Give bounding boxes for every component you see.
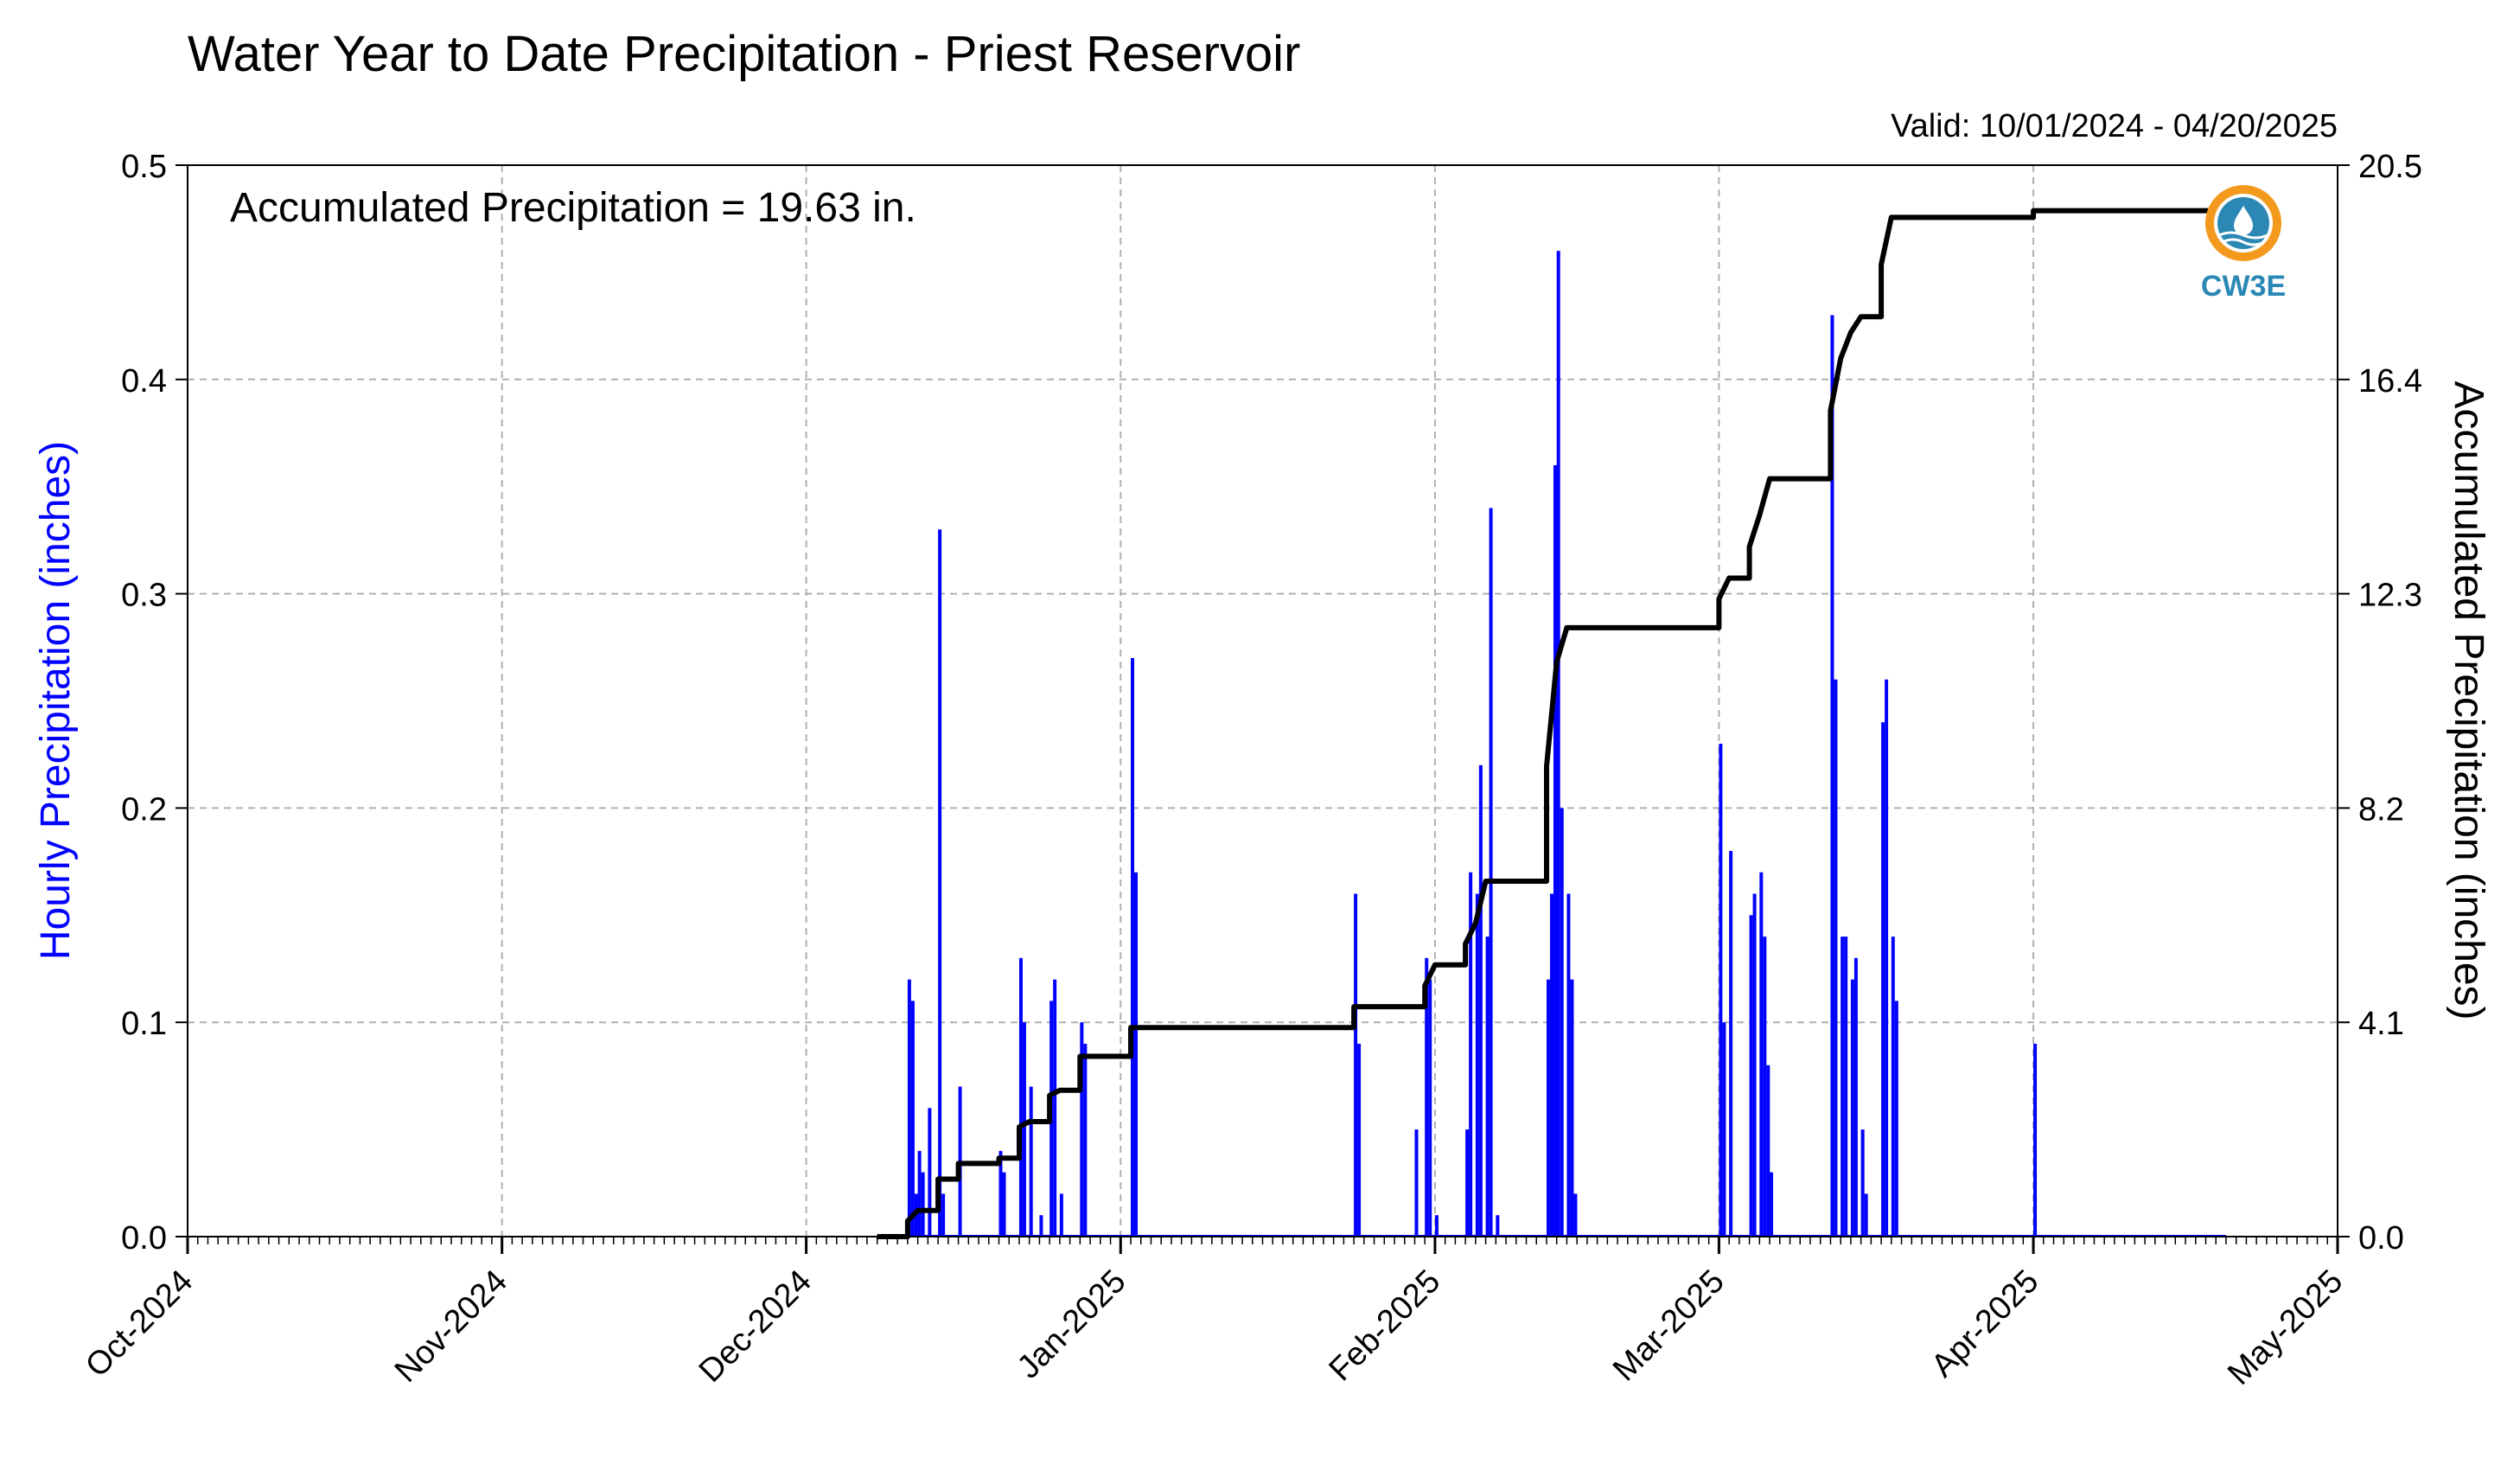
hourly-precip-bar: [1022, 1022, 1026, 1237]
hourly-precip-bar: [1425, 957, 1429, 1237]
hourly-precip-bar: [1573, 1193, 1578, 1237]
hourly-precip-bar: [1570, 979, 1574, 1237]
hourly-precip-bar: [1434, 1215, 1439, 1237]
valid-range: Valid: 10/01/2024 - 04/20/2025: [1891, 108, 2338, 144]
hourly-precip-bar: [1414, 1129, 1419, 1237]
hourly-precip-bar: [1053, 979, 1057, 1237]
hourly-precip-bar: [998, 1150, 1003, 1237]
hourly-precip-bar: [910, 1001, 915, 1237]
y-tick-label: 0.1: [121, 1006, 167, 1042]
hourly-precip-bar: [1133, 872, 1138, 1237]
hourly-precip-bar: [1496, 1215, 1500, 1237]
hourly-precip-bar: [1018, 957, 1023, 1237]
hourly-precip-bar: [1722, 1022, 1726, 1237]
y2-tick-label: 16.4: [2358, 363, 2422, 400]
hourly-precip-bar: [917, 1150, 922, 1237]
hourly-precip-bar: [1844, 937, 1848, 1237]
hourly-precip-bar: [1465, 1129, 1470, 1237]
y2-tick-label: 20.5: [2358, 149, 2422, 185]
hourly-precip-bar: [2033, 1043, 2038, 1237]
hourly-precip-bar: [1566, 893, 1571, 1237]
hourly-precip-bar: [1549, 893, 1553, 1237]
hourly-precip-bar: [1770, 1172, 1774, 1237]
hourly-precip-bar: [1560, 808, 1564, 1237]
hourly-precip-bar: [1556, 251, 1560, 1237]
hourly-precip-bar: [921, 1172, 925, 1237]
y2-tick-label: 12.3: [2358, 578, 2422, 614]
hourly-precip-bar: [1881, 722, 1885, 1237]
hourly-precip-bar: [1864, 1193, 1868, 1237]
hourly-precip-bar: [1885, 679, 1889, 1237]
hourly-precip-bar: [1059, 1193, 1063, 1237]
y-tick-label: 0.2: [121, 791, 167, 828]
hourly-precip-bar: [1841, 937, 1845, 1237]
y-tick-label: 0.0: [121, 1220, 167, 1257]
hourly-precip-bar: [1729, 850, 1733, 1237]
hourly-precip-bar: [1853, 957, 1858, 1237]
hourly-precip-bar: [1759, 872, 1764, 1237]
hourly-precip-bar: [1029, 1086, 1033, 1237]
hourly-precip-bar: [1478, 764, 1483, 1237]
logo-wave-icon: [2222, 238, 2265, 246]
logo-drop-icon: [2234, 206, 2253, 235]
hourly-precip-bar: [1546, 979, 1550, 1237]
hourly-precip-bar: [1469, 872, 1473, 1237]
y-axis-label: Hourly Precipitation (inches): [33, 441, 79, 960]
hourly-precip-bar: [1354, 893, 1358, 1237]
hourly-precip-bar: [1834, 679, 1838, 1237]
hourly-precip-bar: [941, 1193, 946, 1237]
hourly-precip-bar: [1485, 937, 1490, 1237]
y2-tick-label: 8.2: [2358, 791, 2404, 828]
logo-text: CW3E: [2201, 270, 2286, 303]
hourly-precip-bar: [1083, 1043, 1088, 1237]
y-tick-label: 0.3: [121, 578, 167, 614]
y2-axis-label: Accumulated Precipitation (inches): [2446, 380, 2491, 1020]
chart-title: Water Year to Date Precipitation - Pries…: [188, 26, 1300, 82]
hourly-precip-bar: [1891, 937, 1895, 1237]
hourly-precip-bar: [1489, 508, 1493, 1237]
hourly-precip-bar: [1039, 1215, 1043, 1237]
hourly-precip-bar: [1894, 1001, 1898, 1237]
grid: [188, 165, 2338, 1237]
hourly-precip-bar: [1553, 464, 1557, 1237]
hourly-precip-bar: [1002, 1172, 1006, 1237]
hourly-precip-bar: [1130, 657, 1134, 1237]
hourly-precip-bar: [1080, 1022, 1084, 1237]
accumulated-total-annotation: Accumulated Precipitation = 19.63 in.: [230, 185, 916, 231]
hourly-precip-bar: [1428, 979, 1432, 1237]
y2-tick-label: 4.1: [2358, 1006, 2404, 1042]
accumulated-precip-line: [877, 208, 2226, 1239]
hourly-precip-bar: [938, 529, 942, 1237]
hourly-precip-bar: [1719, 744, 1723, 1237]
hourly-precip-bar: [1850, 979, 1854, 1237]
y-tick-label: 0.5: [121, 149, 167, 185]
accumulated-line-layer: [877, 208, 2226, 1239]
y2-tick-label: 0.0: [2358, 1220, 2404, 1257]
hourly-precip-bar: [1749, 915, 1753, 1237]
hourly-precip-bar: [1752, 893, 1757, 1237]
hourly-precip-bar: [928, 1108, 932, 1237]
hourly-precip-bar: [1475, 893, 1479, 1237]
hourly-precip-bar: [1830, 315, 1834, 1237]
hourly-precip-bar: [1860, 1129, 1865, 1237]
hourly-precip-bar: [1763, 937, 1767, 1237]
y-tick-label: 0.4: [121, 363, 167, 400]
cw3e-logo: CW3E: [2201, 185, 2286, 303]
logo-wave-icon: [2218, 231, 2268, 240]
hourly-precip-bar: [907, 979, 911, 1237]
hourly-precip-bar: [1357, 1043, 1362, 1237]
hourly-precip-bar: [1766, 1065, 1770, 1237]
